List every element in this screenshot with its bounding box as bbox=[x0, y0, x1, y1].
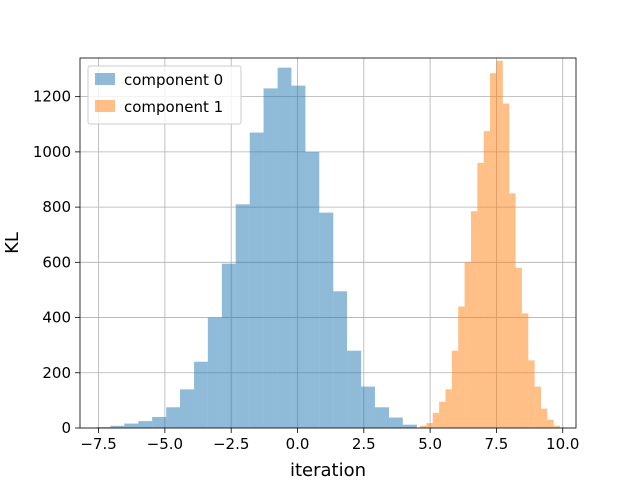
histogram-bar-component-1 bbox=[432, 412, 440, 428]
histogram-bar-component-1 bbox=[509, 193, 516, 428]
histogram-bar-component-0 bbox=[319, 212, 334, 428]
legend: component 0 component 1 bbox=[87, 65, 242, 125]
histogram-bar-component-0 bbox=[374, 407, 390, 428]
x-tick-label: 2.5 bbox=[352, 435, 376, 453]
histogram-bar-component-0 bbox=[361, 386, 375, 428]
legend-box bbox=[87, 65, 242, 125]
histogram-bar-component-0 bbox=[194, 361, 208, 428]
histogram-bar-component-0 bbox=[402, 424, 417, 428]
histogram-bar-component-0 bbox=[333, 291, 348, 428]
y-axis-title: KL bbox=[2, 232, 23, 254]
histogram-bar-component-1 bbox=[534, 386, 541, 428]
legend-label-component-0: component 0 bbox=[124, 71, 223, 89]
histogram-bar-component-1 bbox=[477, 162, 484, 429]
histogram-bar-component-0 bbox=[221, 263, 236, 428]
histogram-bar-component-0 bbox=[389, 417, 403, 428]
x-tick-label: −5.0 bbox=[147, 435, 183, 453]
x-axis-title: iteration bbox=[290, 460, 366, 480]
histogram-bar-component-0 bbox=[96, 427, 111, 428]
histogram-bar-component-0 bbox=[110, 425, 125, 428]
histogram-bar-component-1 bbox=[547, 419, 554, 428]
histogram-bar-component-1 bbox=[521, 313, 529, 428]
histogram-bar-component-0 bbox=[263, 88, 278, 428]
x-tick-label: −2.5 bbox=[213, 435, 249, 453]
histogram-bar-component-1 bbox=[470, 211, 478, 428]
histogram-bar-component-1 bbox=[496, 60, 503, 428]
histogram-bar-component-1 bbox=[490, 73, 497, 428]
histogram-bar-component-1 bbox=[445, 389, 452, 428]
x-tick-label: 10.0 bbox=[546, 435, 579, 453]
y-tick-label: 1000 bbox=[33, 143, 71, 161]
x-tick-label: 0.0 bbox=[286, 435, 310, 453]
x-tick-label: −7.5 bbox=[80, 435, 116, 453]
histogram-bar-component-1 bbox=[451, 350, 459, 428]
histogram-bar-component-0 bbox=[235, 204, 250, 428]
histogram-bar-component-0 bbox=[152, 416, 167, 428]
plot-frame bbox=[79, 57, 577, 429]
histogram-bar-component-0 bbox=[277, 67, 292, 428]
histogram-bar-component-0 bbox=[249, 132, 264, 428]
histogram-bar-component-1 bbox=[502, 103, 510, 429]
histogram-bar-component-1 bbox=[483, 131, 491, 429]
x-tick-label: 7.5 bbox=[484, 435, 508, 453]
legend-swatch-component-0 bbox=[95, 73, 115, 85]
histogram-bar-component-0 bbox=[347, 350, 362, 428]
histogram-bar-component-0 bbox=[138, 421, 153, 428]
x-tick-label: 5.0 bbox=[418, 435, 442, 453]
histogram-bar-component-0 bbox=[305, 151, 320, 428]
axis-ticks: −7.5 −5.0 −2.5 0.0 2.5 5.0 7.5 10.0 0 200 400 600 80… bbox=[33, 88, 580, 453]
histogram-bar-component-1 bbox=[515, 267, 522, 428]
histogram-bar-component-0 bbox=[124, 423, 139, 428]
y-tick-label: 0 bbox=[61, 419, 71, 437]
histogram-bar-component-1 bbox=[439, 401, 446, 428]
y-tick-label: 800 bbox=[42, 198, 71, 216]
histogram-bar-component-1 bbox=[528, 360, 535, 428]
histogram-bar-component-1 bbox=[553, 425, 561, 428]
histogram-bars bbox=[96, 60, 561, 429]
histogram-bar-component-0 bbox=[166, 407, 180, 428]
histogram-bar-component-0 bbox=[179, 389, 195, 428]
legend-label-component-1: component 1 bbox=[124, 98, 223, 116]
histogram-bar-component-1 bbox=[464, 262, 471, 428]
histogram-bar-component-1 bbox=[458, 306, 465, 428]
legend-swatch-component-1 bbox=[95, 100, 115, 112]
y-tick-label: 1200 bbox=[33, 88, 71, 106]
y-tick-label: 200 bbox=[42, 364, 71, 382]
histogram-bar-component-1 bbox=[420, 425, 427, 428]
histogram-bar-component-1 bbox=[426, 423, 433, 428]
histogram-bar-component-0 bbox=[207, 317, 222, 428]
histogram-bar-component-1 bbox=[540, 408, 548, 428]
y-tick-label: 600 bbox=[42, 253, 71, 271]
y-tick-label: 400 bbox=[42, 309, 71, 327]
histogram-bar-component-0 bbox=[291, 85, 306, 428]
